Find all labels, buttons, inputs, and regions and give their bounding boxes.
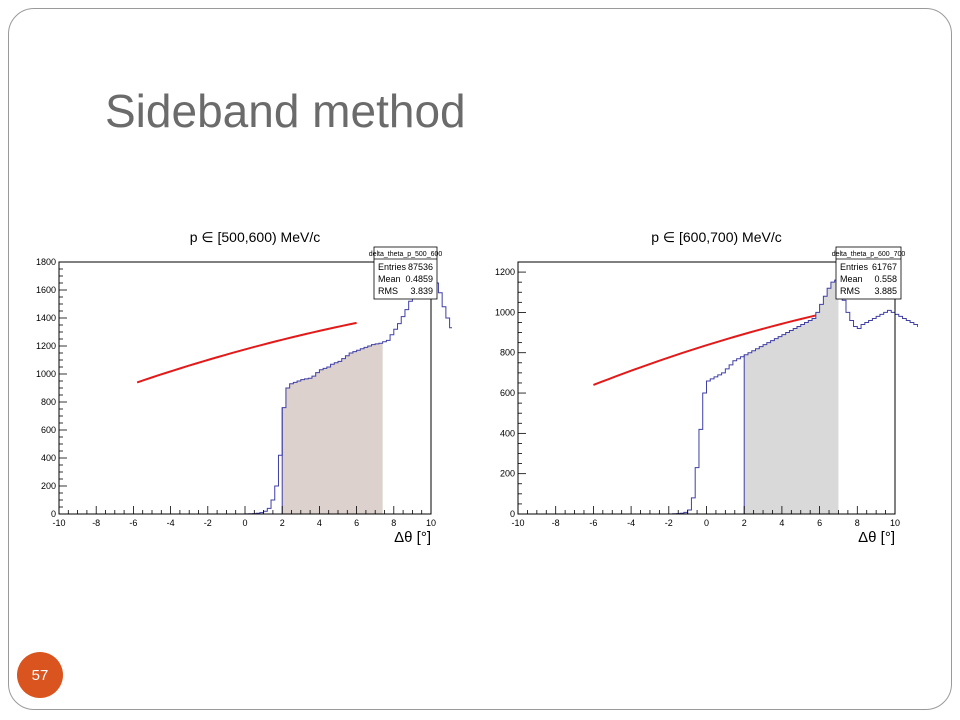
stats-label: RMS: [840, 286, 860, 296]
y-tick-label: 1600: [36, 285, 56, 295]
x-tick-label: 10: [890, 518, 900, 528]
y-tick-label: 400: [41, 453, 56, 463]
y-tick-label: 1200: [495, 267, 515, 277]
stats-value: 0.558: [874, 274, 897, 284]
stats-name: delta_theta_p_500_600: [369, 251, 443, 258]
x-tick-label: 2: [280, 518, 285, 528]
chart-title: p ∈ [600,700) MeV/c: [651, 229, 781, 245]
histogram-right: -10 -8 -6 -4 -2 0 2 4 6 8 10 0 200 400 600 800 1000 1200 p…: [495, 229, 918, 546]
stats-name: delta_theta_p_600_700: [832, 251, 906, 258]
x-tick-label: -8: [552, 518, 560, 528]
y-tick-label: 800: [41, 397, 56, 407]
x-tick-label: -8: [92, 518, 100, 528]
x-tick-label: 10: [426, 518, 436, 528]
x-tick-label: 6: [354, 518, 359, 528]
y-tick-label: 0: [510, 509, 515, 519]
sideband-fill-1: [744, 280, 839, 514]
x-tick-label: 0: [704, 518, 709, 528]
x-tick-label: 4: [317, 518, 322, 528]
page-number-badge: 57: [17, 652, 63, 698]
x-tick-label: -10: [52, 518, 65, 528]
y-tick-label: 800: [500, 348, 515, 358]
stats-label: Entries: [378, 262, 407, 272]
y-tick-label: 0: [51, 509, 56, 519]
x-tick-label: 4: [779, 518, 784, 528]
x-tick-label: -4: [167, 518, 175, 528]
y-tick-label: 1000: [36, 369, 56, 379]
y-tick-label: 600: [500, 388, 515, 398]
sideband-fill-1: [282, 343, 383, 514]
x-axis-label: Δθ [°]: [394, 529, 431, 546]
stats-value: 0.4859: [405, 274, 433, 284]
y-tick-label: 1400: [36, 313, 56, 323]
stats-value: 87536: [408, 262, 433, 272]
histogram-outline: [518, 279, 918, 515]
chart-title: p ∈ [500,600) MeV/c: [190, 229, 320, 245]
y-tick-label: 600: [41, 425, 56, 435]
x-tick-label: 8: [391, 518, 396, 528]
x-tick-label: -2: [665, 518, 673, 528]
x-tick-label: -2: [204, 518, 212, 528]
stats-label: RMS: [378, 286, 398, 296]
stats-box: [835, 246, 902, 300]
x-tick-label: -4: [627, 518, 635, 528]
x-tick-label: 8: [855, 518, 860, 528]
slide-title: Sideband method: [105, 85, 466, 137]
y-tick-label: 200: [41, 481, 56, 491]
stats-value: 3.839: [410, 286, 433, 296]
fit-curve: [136, 321, 357, 384]
stats-label: Mean: [840, 274, 863, 284]
stats-label: Mean: [378, 274, 401, 284]
histogram-outline: [59, 271, 452, 515]
stats-value: 3.885: [874, 286, 897, 296]
x-tick-label: -6: [589, 518, 597, 528]
x-tick-label: 6: [817, 518, 822, 528]
stats-value: 61767: [872, 262, 897, 272]
y-tick-label: 400: [500, 428, 515, 438]
fit-curve: [593, 314, 817, 386]
y-tick-label: 200: [500, 469, 515, 479]
stats-box: [373, 246, 438, 300]
x-tick-label: 2: [742, 518, 747, 528]
x-tick-label: -6: [129, 518, 137, 528]
y-tick-label: 1200: [36, 341, 56, 351]
x-tick-label: -10: [511, 518, 524, 528]
y-tick-label: 1000: [495, 307, 515, 317]
histogram-left: -10 -8 -6 -4 -2 0 2 4 6 8 10 0 200 400 600 800 1000 1200 1…: [36, 229, 452, 546]
x-tick-label: 0: [242, 518, 247, 528]
y-tick-label: 1800: [36, 257, 56, 267]
stats-label: Entries: [840, 262, 869, 272]
x-axis-label: Δθ [°]: [858, 529, 895, 546]
